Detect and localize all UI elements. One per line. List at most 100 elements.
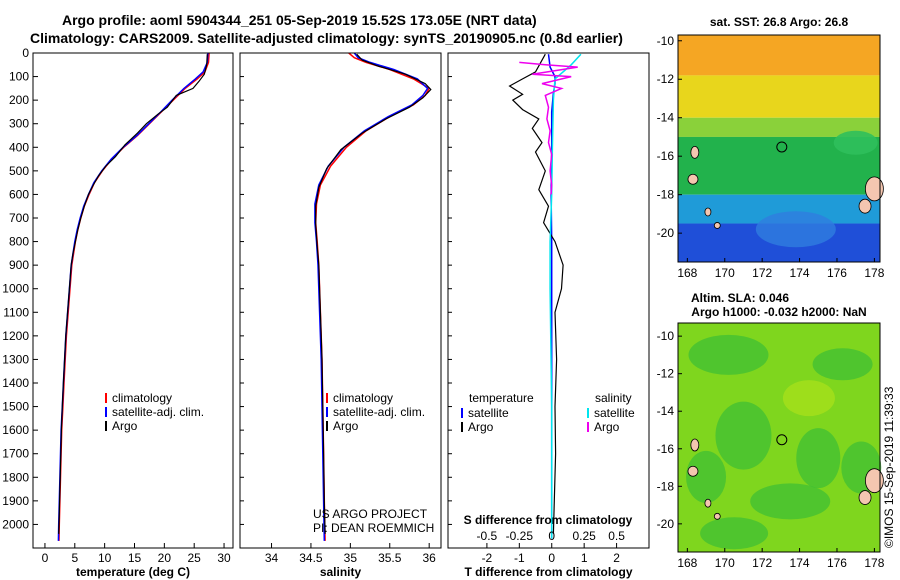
panel-sst-frame xyxy=(677,34,881,263)
panel-temp-ytick-label: 1500 xyxy=(2,400,29,414)
panel-sla-ytick-label: -12 xyxy=(657,367,675,381)
panel-sla-sla-blob xyxy=(796,428,841,489)
panel-temp-ytick-label: 500 xyxy=(9,164,29,178)
x2-tick-label: 0.25 xyxy=(572,529,596,543)
legend-label-temp-argo: Argo xyxy=(468,420,494,434)
panel-temp-ytick-label: 800 xyxy=(9,235,29,249)
legend-label-sal-satellite: satellite xyxy=(594,406,635,420)
panel-temp-xtick-label: 25 xyxy=(188,551,202,565)
panel-temp-ytick-label: 1600 xyxy=(2,423,29,437)
panel-sla-xtick-label: 168 xyxy=(677,556,697,570)
panel-sla-ytick-label: -14 xyxy=(657,404,675,418)
panel-sst-band xyxy=(678,75,880,118)
panel-diff-xtick-label: -1 xyxy=(514,551,525,565)
panel-sst-ytick-label: -16 xyxy=(657,149,675,163)
x2-tick-label: 0 xyxy=(548,529,555,543)
panel-sal-xtick-label: 35 xyxy=(344,551,358,565)
panel-sst-ytick-label: -14 xyxy=(657,111,675,125)
panel-temp-ytick-label: 200 xyxy=(9,93,29,107)
panel-sla-sla-blob xyxy=(688,334,769,375)
x2-tick-label: 0.5 xyxy=(608,529,625,543)
panel-sla-ytick-label: -20 xyxy=(657,517,675,531)
panel-temp-series-argo xyxy=(58,54,208,534)
panel-sst-xtick-label: 176 xyxy=(827,266,847,280)
panel-sal-xlabel: salinity xyxy=(320,565,362,579)
panel-sst-xtick-label: 168 xyxy=(677,266,697,280)
legend-label: satellite-adj. clim. xyxy=(333,405,425,419)
panel-temp-series-satellite-adj-clim- xyxy=(57,53,209,541)
panel-sal-series-argo xyxy=(315,53,432,534)
legend-label: Argo xyxy=(333,419,359,433)
panel-temp-ytick-label: 0 xyxy=(22,46,29,60)
sla-map-panel: 168 170 172 174 176 178 -10 -12 -14 -16 -18 -20 Alti… xyxy=(657,291,885,570)
temperature-panel: 0 5 10 15 20 25 300100200300400500600700800900… xyxy=(2,46,234,579)
salinity-panel: 34 34.5 35 35.5 36 salinity climatologysatelli… xyxy=(239,52,442,579)
panel-temp-ytick-label: 1400 xyxy=(2,376,29,390)
panel-diff-series-salinity-satellite xyxy=(549,53,582,539)
panel-sst-ytick-label: -12 xyxy=(657,72,675,86)
title-line-1: Argo profile: aoml 5904344_251 05-Sep-20… xyxy=(62,12,537,28)
panel-temp-xtick-label: 15 xyxy=(128,551,142,565)
panel-sst-cool-patch xyxy=(755,211,836,248)
panel-temp-ytick-label: 2000 xyxy=(2,517,29,531)
title-line-2: Climatology: CARS2009. Satellite-adjuste… xyxy=(30,30,623,46)
panel-temp-xlabel: temperature (deg C) xyxy=(76,565,190,579)
panel-sla-sla-high xyxy=(782,380,835,417)
panel-sst-island xyxy=(704,207,712,217)
panel-temp-ytick-label: 100 xyxy=(9,70,29,84)
panel-sla-xtick-label: 174 xyxy=(790,556,810,570)
legend-label: satellite-adj. clim. xyxy=(112,405,204,419)
panel-temp-ytick-label: 1000 xyxy=(2,282,29,296)
legend-label: Argo xyxy=(112,419,138,433)
panel-sal-xtick-label: 34 xyxy=(265,551,279,565)
credit-pi: PI: DEAN ROEMMICH xyxy=(313,521,434,535)
legend-label-temp-satellite: satellite xyxy=(468,406,509,420)
panel-diff-xtick-label: 2 xyxy=(613,551,620,565)
panel-sla-sla-blob xyxy=(812,348,873,381)
x2-tick-label: -0.25 xyxy=(506,529,534,543)
legend-title-salinity: salinity xyxy=(595,391,632,405)
panel-sst-island xyxy=(690,145,700,159)
panel-sla-island xyxy=(864,468,884,494)
panel-sst-island xyxy=(858,198,872,214)
difference-panel: -2 -1 0 1 2T difference from climatology temp… xyxy=(447,52,650,579)
panel-temp-ytick-label: 1800 xyxy=(2,470,29,484)
panel-sal-xtick-label: 36 xyxy=(422,551,436,565)
panel-temp-xtick-label: 5 xyxy=(71,551,78,565)
panel-sal-xtick-label: 35.5 xyxy=(378,551,402,565)
panel-sla-island xyxy=(713,512,721,520)
panel-diff-series-salinity-argo xyxy=(519,61,578,195)
panel-sla-island xyxy=(690,438,700,452)
panel-sst-island xyxy=(713,222,721,229)
panel-temp-ytick-label: 300 xyxy=(9,117,29,131)
sst-map-title: sat. SST: 26.8 Argo: 26.8 xyxy=(710,15,849,29)
panel-temp-ytick-label: 900 xyxy=(9,258,29,272)
panel-sst-ytick-label: -18 xyxy=(657,188,675,202)
panel-sst-island xyxy=(687,173,699,185)
panel-temp-xtick-label: 30 xyxy=(217,551,231,565)
sla-map-subtitle: Argo h1000: -0.032 h2000: NaN xyxy=(691,305,866,319)
panel-sla-sla-blob xyxy=(750,483,831,520)
panel-diff-xtick-label: 0 xyxy=(548,551,555,565)
panel-temp-ytick-label: 1100 xyxy=(3,305,29,319)
sst-map-panel: 168 170 172 174 176 178 -10 -12 -14 -16 -18 -20 sat.… xyxy=(657,15,885,280)
x2-axis-label: S difference from climatology xyxy=(464,513,633,527)
panel-diff-xtick-label: 1 xyxy=(581,551,588,565)
panel-sst-band xyxy=(678,117,880,137)
panel-sal-series-satellite-adj-clim- xyxy=(314,53,429,541)
panel-sst-xtick-label: 174 xyxy=(790,266,810,280)
panel-sst-argo-marker xyxy=(776,141,788,153)
panel-sla-xtick-label: 172 xyxy=(752,556,772,570)
panel-sst-island xyxy=(864,176,884,202)
panel-temp-xtick-label: 20 xyxy=(158,551,172,565)
panel-sla-xtick-label: 178 xyxy=(864,556,884,570)
panel-temp-xtick-label: 10 xyxy=(98,551,112,565)
credit-imos: ©IMOS 15-Sep-2019 11:39:33 xyxy=(882,386,896,548)
panel-sla-frame xyxy=(677,322,881,553)
panel-sla-sla-blob xyxy=(686,450,727,503)
panel-sst-xtick-label: 178 xyxy=(864,266,884,280)
panel-sla-island xyxy=(704,498,712,508)
panel-sla-island xyxy=(687,465,699,477)
panel-sla-ytick-label: -16 xyxy=(657,442,675,456)
